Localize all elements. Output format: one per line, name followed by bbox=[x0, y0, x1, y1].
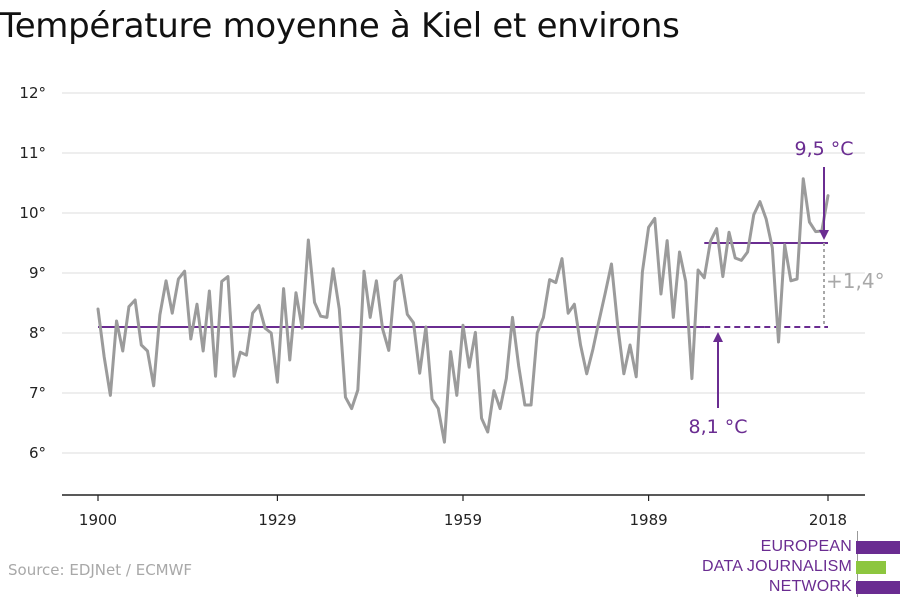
y-axis: 6° 7° 8° 9° 10° 11° 12° bbox=[19, 84, 46, 462]
y-tick-label: 7° bbox=[29, 384, 46, 402]
x-tick-label: 1989 bbox=[629, 511, 667, 529]
edjnet-logo: EUROPEAN DATA JOURNALISM NETWORK bbox=[700, 531, 900, 597]
x-tick-label: 1959 bbox=[444, 511, 482, 529]
chart-title: Température moyenne à Kiel et environs bbox=[0, 6, 680, 46]
y-tick-label: 11° bbox=[19, 144, 46, 162]
y-tick-label: 12° bbox=[19, 84, 46, 102]
annotations: +1,4° 9,5 °C 8,1 °C bbox=[688, 138, 884, 438]
logo-bar-1 bbox=[856, 541, 900, 554]
x-axis: 1900 1929 1959 1989 2018 bbox=[62, 494, 865, 529]
recent-mean-label: 9,5 °C bbox=[794, 138, 853, 160]
difference-label: +1,4° bbox=[826, 269, 885, 293]
y-tick-label: 8° bbox=[29, 324, 46, 342]
y-tick-label: 9° bbox=[29, 264, 46, 282]
series-temperature bbox=[96, 177, 830, 444]
logo-line-3: NETWORK bbox=[768, 578, 852, 595]
logo-bar-2 bbox=[856, 561, 886, 574]
source-note: Source: EDJNet / ECMWF bbox=[8, 561, 193, 579]
y-tick-label: 10° bbox=[19, 204, 46, 222]
temperature-line bbox=[96, 177, 830, 444]
x-tick-label: 1900 bbox=[79, 511, 117, 529]
logo-bar-3 bbox=[856, 581, 900, 594]
logo-line-1: EUROPEAN bbox=[760, 538, 852, 555]
baseline-mean-label: 8,1 °C bbox=[688, 416, 747, 438]
x-tick-label: 2018 bbox=[809, 511, 847, 529]
x-tick-label: 1929 bbox=[258, 511, 296, 529]
logo-line-2: DATA JOURNALISM bbox=[702, 558, 852, 575]
y-tick-label: 6° bbox=[29, 444, 46, 462]
